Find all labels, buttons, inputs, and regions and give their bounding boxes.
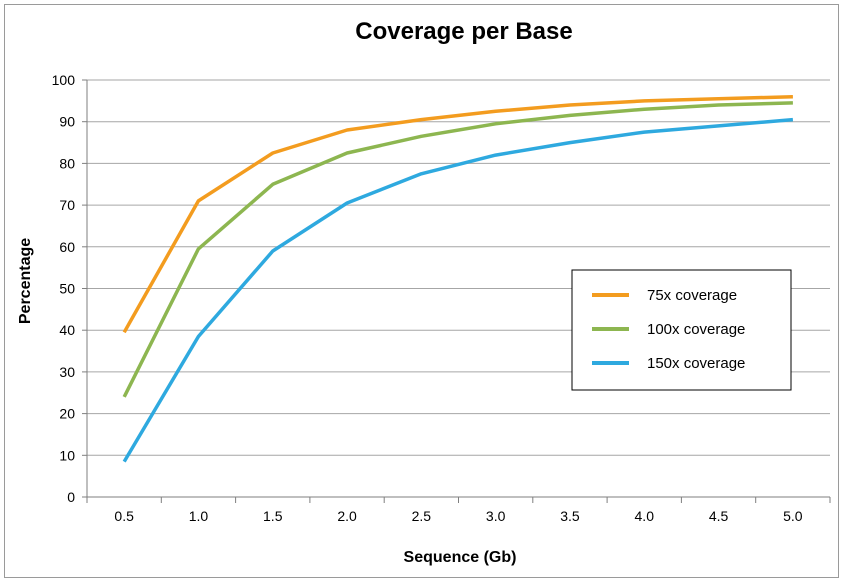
chart-frame: Coverage per Base 0 10 20 30 40 50 60 70 80 90 100… — [4, 4, 839, 578]
gridlines — [87, 79, 830, 456]
x-tick-label: 2.0 — [337, 508, 357, 524]
x-tick-label: 3.0 — [486, 508, 506, 524]
line-chart: Coverage per Base 0 10 20 30 40 50 60 70 80 90 100… — [17, 18, 831, 566]
x-tick-labels: 0.5 1.0 1.5 2.0 2.5 3.0 3.5 4.0 4.5 5.0 — [114, 508, 802, 524]
y-tick-label: 0 — [67, 489, 75, 505]
y-axis-title: Percentage — [17, 238, 34, 324]
x-tick-label: 3.5 — [560, 508, 580, 524]
legend-label: 100x coverage — [647, 321, 745, 338]
axes — [82, 79, 831, 503]
series-lines — [122, 94, 794, 463]
x-tick-label: 0.5 — [114, 508, 134, 524]
y-tick-label: 60 — [59, 239, 75, 255]
x-tick-label: 2.5 — [412, 508, 432, 524]
y-tick-labels: 0 10 20 30 40 50 60 70 80 90 100 — [52, 72, 76, 505]
chart-title: Coverage per Base — [355, 18, 572, 45]
legend: 75x coverage 100x coverage 150x coverage — [571, 269, 792, 391]
x-axis-title: Sequence (Gb) — [404, 549, 517, 566]
y-tick-label: 50 — [59, 281, 75, 297]
x-tick-label: 1.5 — [263, 508, 283, 524]
legend-label: 150x coverage — [647, 355, 745, 372]
y-tick-label: 80 — [59, 155, 75, 171]
y-tick-label: 90 — [59, 114, 75, 130]
y-tick-label: 30 — [59, 364, 75, 380]
x-tick-label: 4.0 — [635, 508, 655, 524]
series-line-2 — [122, 101, 793, 398]
series-line-1 — [122, 94, 793, 334]
legend-label: 75x coverage — [647, 287, 737, 304]
y-tick-label: 100 — [52, 72, 76, 88]
series-line-3 — [122, 117, 794, 463]
y-tick-label: 70 — [59, 197, 75, 213]
x-tick-label: 5.0 — [783, 508, 803, 524]
y-tick-label: 10 — [59, 447, 75, 463]
x-tick-label: 1.0 — [189, 508, 209, 524]
y-tick-label: 20 — [59, 406, 75, 422]
y-tick-label: 40 — [59, 322, 75, 338]
x-tick-label: 4.5 — [709, 508, 729, 524]
